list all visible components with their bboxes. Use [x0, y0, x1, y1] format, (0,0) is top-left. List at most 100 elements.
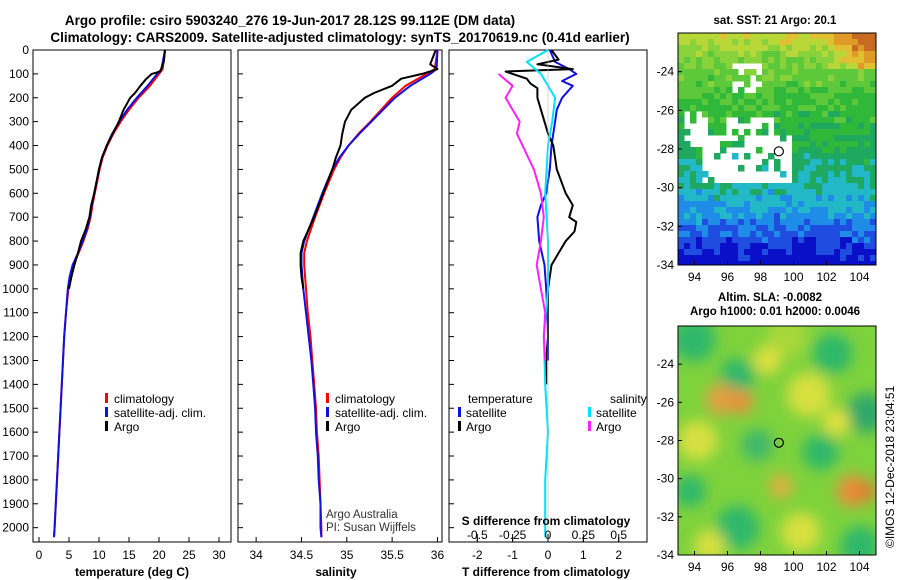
sla-map-lat-label: -30	[657, 472, 675, 486]
sst-map-cell	[804, 135, 811, 142]
sst-map-cell	[732, 93, 739, 100]
sst-map-cell	[792, 255, 799, 262]
sst-map-cell	[780, 129, 787, 136]
sla-map-lat-ticks: -24 -26 -28 -30 -32 -34	[657, 357, 682, 562]
sst-map-cell	[834, 105, 841, 112]
sst-map-cell	[834, 201, 841, 208]
sst-map-cell	[744, 51, 751, 58]
sst-map-cell	[726, 231, 733, 238]
sst-map-cell	[780, 219, 787, 226]
sst-map-cell	[870, 39, 876, 46]
s-difference-tick-label: -0.5	[467, 528, 488, 542]
sst-map-cell	[858, 141, 865, 148]
sst-map-cell	[714, 39, 721, 46]
sst-map-cell	[762, 39, 769, 46]
sst-map-cell	[858, 99, 865, 106]
sst-map-cell	[786, 75, 793, 82]
sst-map-cell	[846, 33, 853, 40]
sst-map-cell	[822, 63, 829, 70]
sst-map-cell	[798, 69, 805, 76]
legend-swatch-climatology	[105, 393, 108, 403]
sst-map-cell	[798, 201, 805, 208]
sst-map-cell	[864, 165, 871, 172]
sst-map-cell	[726, 255, 733, 262]
sst-map-cell	[720, 63, 727, 70]
sst-map-cell	[702, 81, 709, 88]
sst-map-cell	[810, 45, 817, 52]
sst-map-cell	[726, 75, 733, 82]
sla-map-blob	[729, 389, 754, 414]
sst-map-cell	[870, 249, 876, 256]
sst-map-cell	[774, 255, 781, 262]
sst-map-cell	[714, 261, 721, 265]
sst-map-lat-label: -28	[657, 142, 675, 156]
sst-map-cell	[852, 123, 859, 130]
salinity-plot-frame	[237, 49, 443, 543]
sst-map-cell	[702, 189, 709, 196]
sst-map-cell	[792, 159, 799, 166]
sst-map-cell	[828, 87, 835, 94]
sst-map-cell	[840, 69, 847, 76]
temperature-tick-label: 10	[92, 548, 106, 562]
sst-map-cell	[846, 141, 853, 148]
sst-map-cell	[810, 105, 817, 112]
sst-map-cell	[744, 93, 751, 100]
sst-map-cell	[858, 93, 865, 100]
depth-tick-label: 1700	[2, 449, 29, 463]
sst-map-cell	[822, 207, 829, 214]
sst-map-cell	[798, 39, 805, 46]
sst-map-cell	[702, 39, 709, 46]
sst-map-cell	[750, 33, 757, 40]
sst-map-cell	[714, 183, 721, 190]
temperature-x-label: temperature (deg C)	[75, 565, 189, 579]
sst-map-cell	[696, 219, 703, 226]
sst-map-cell	[822, 183, 829, 190]
sst-map-cell	[852, 255, 859, 262]
temperature-plot-frame	[32, 49, 232, 543]
sst-map-cell	[702, 105, 709, 112]
sst-map-cell	[870, 69, 876, 76]
sst-map-cell	[828, 57, 835, 64]
sst-map-cell	[678, 123, 685, 130]
sst-map-cell	[714, 81, 721, 88]
legend-swatch-satellite	[105, 407, 108, 417]
sst-map-cell	[858, 147, 865, 154]
sst-map-cell	[708, 189, 715, 196]
sst-map-cell	[738, 231, 745, 238]
sst-map-cell	[786, 189, 793, 196]
sst-map-cell	[810, 243, 817, 250]
sst-map-cell	[696, 165, 703, 172]
sst-map-cell	[834, 219, 841, 226]
sst-map-cell	[822, 213, 829, 220]
sst-map-cell	[846, 237, 853, 244]
sst-map-cell	[684, 75, 691, 82]
sst-map-cell	[744, 111, 751, 118]
sst-map-cell	[714, 75, 721, 82]
sst-map-cell	[774, 201, 781, 208]
t-difference-series-t-satellite	[536, 49, 578, 361]
sst-map-cell	[774, 81, 781, 88]
sst-map-cell	[864, 75, 871, 82]
sst-map-cell	[834, 69, 841, 76]
sst-map-cell	[678, 237, 685, 244]
sst-map-cell	[834, 99, 841, 106]
sst-map-cell	[768, 99, 775, 106]
sst-map-cell	[684, 261, 691, 265]
legend-swatch-t-satellite	[458, 407, 461, 417]
sst-map-cell	[858, 81, 865, 88]
sst-map-cell	[738, 117, 745, 124]
sst-map-cell	[858, 231, 865, 238]
sst-map-cell	[720, 249, 727, 256]
sst-map-cell	[798, 93, 805, 100]
sst-map-cell	[750, 225, 757, 232]
sst-map-cell	[864, 39, 871, 46]
sst-map-cell	[834, 183, 841, 190]
sla-map-blob	[846, 393, 876, 434]
sst-map-cell	[840, 57, 847, 64]
sst-map-cell	[732, 129, 739, 136]
sst-map-cell	[720, 81, 727, 88]
sst-map-cell	[822, 231, 829, 238]
sst-map-cell	[738, 195, 745, 202]
sst-map-cell	[720, 141, 727, 148]
sst-map-cell	[714, 129, 721, 136]
